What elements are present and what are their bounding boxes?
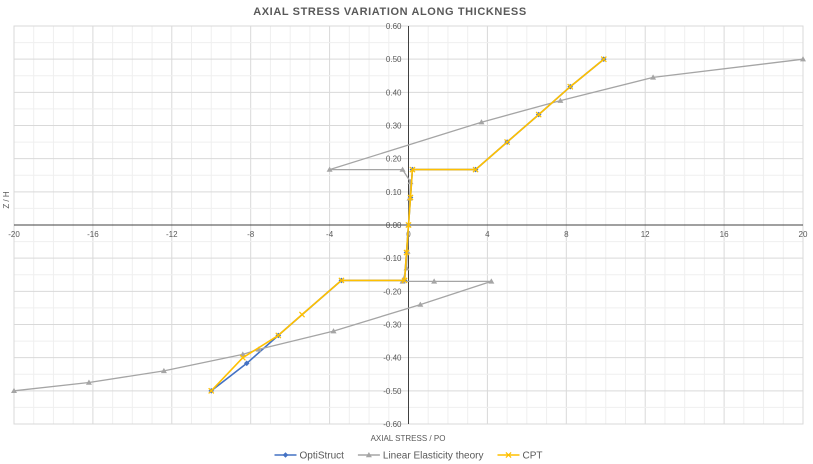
data-point bbox=[275, 332, 282, 339]
data-point bbox=[478, 119, 485, 125]
data-point bbox=[239, 351, 246, 357]
legend-label: CPT bbox=[523, 451, 543, 462]
y-tick-label: -0.20 bbox=[383, 287, 402, 296]
x-tick-label: 12 bbox=[641, 230, 650, 239]
y-tick-label: -0.60 bbox=[383, 420, 402, 429]
x-tick-label: 16 bbox=[720, 230, 729, 239]
x-axis-label: AXIAL STRESS / PO bbox=[371, 434, 446, 443]
data-point bbox=[535, 111, 542, 118]
chart-legend[interactable]: OptiStruct Linear Elasticity theory CPT bbox=[274, 451, 543, 462]
y-tick-label: -0.40 bbox=[383, 354, 402, 363]
y-tick-label: 0.40 bbox=[386, 88, 402, 97]
x-tick-label: -8 bbox=[247, 230, 255, 239]
legend-label: OptiStruct bbox=[300, 451, 345, 462]
data-point bbox=[326, 166, 333, 172]
data-point bbox=[338, 277, 345, 284]
series-layer bbox=[11, 56, 806, 394]
data-point bbox=[650, 74, 657, 80]
data-point bbox=[407, 194, 414, 201]
y-tick-label: 0.10 bbox=[386, 188, 402, 197]
data-point bbox=[399, 166, 406, 172]
legend-item-optistruct[interactable]: OptiStruct bbox=[274, 451, 345, 462]
y-tick-label: 0.00 bbox=[386, 221, 402, 230]
x-tick-label: 20 bbox=[799, 230, 808, 239]
y-tick-label: 0.60 bbox=[386, 22, 402, 31]
y-axis-label: Z / H bbox=[2, 191, 11, 209]
x-tick-label: -20 bbox=[8, 230, 20, 239]
y-tick-label: -0.50 bbox=[383, 387, 402, 396]
data-point bbox=[298, 311, 306, 318]
y-tick-label: -0.10 bbox=[383, 254, 402, 263]
data-point bbox=[401, 277, 408, 284]
data-point bbox=[11, 387, 17, 394]
data-point bbox=[85, 379, 92, 385]
data-point bbox=[255, 346, 262, 352]
data-point bbox=[504, 139, 511, 146]
x-tick-label: 4 bbox=[485, 230, 490, 239]
series-cpt bbox=[208, 56, 607, 394]
data-point bbox=[208, 387, 215, 394]
data-point bbox=[417, 301, 424, 307]
chart-title: AXIAL STRESS VARIATION ALONG THICKNESS bbox=[253, 6, 527, 18]
y-axis-tick-labels: 0.60 0.50 0.40 0.30 0.20 0.10 0.00 -0.10 -0.20 -0… bbox=[383, 22, 402, 429]
legend-item-cpt[interactable]: CPT bbox=[497, 451, 543, 462]
legend-marker bbox=[505, 451, 512, 459]
data-point bbox=[160, 367, 167, 374]
data-point bbox=[243, 360, 250, 367]
data-point bbox=[403, 249, 410, 256]
legend-label: Linear Elasticity theory bbox=[383, 451, 484, 462]
data-point bbox=[472, 166, 479, 173]
y-tick-label: 0.30 bbox=[386, 122, 402, 131]
data-point bbox=[800, 56, 806, 62]
data-point bbox=[600, 56, 607, 63]
y-tick-label: -0.30 bbox=[383, 321, 402, 330]
y-tick-label: 0.20 bbox=[386, 155, 402, 164]
x-tick-label: -4 bbox=[326, 230, 334, 239]
y-tick-label: 0.50 bbox=[386, 55, 402, 64]
x-tick-label: -16 bbox=[87, 230, 99, 239]
data-point bbox=[405, 221, 412, 229]
x-tick-label: -12 bbox=[166, 230, 178, 239]
data-point bbox=[330, 328, 337, 334]
legend-marker bbox=[365, 452, 372, 458]
legend-item-linear-elasticity-theory[interactable]: Linear Elasticity theory bbox=[357, 451, 484, 462]
data-point bbox=[239, 354, 246, 361]
x-tick-label: 8 bbox=[564, 230, 569, 239]
data-point bbox=[557, 97, 564, 103]
legend-marker bbox=[282, 452, 289, 458]
data-point bbox=[488, 278, 495, 284]
data-point bbox=[431, 278, 438, 284]
data-point bbox=[409, 166, 416, 173]
data-point bbox=[567, 83, 574, 90]
